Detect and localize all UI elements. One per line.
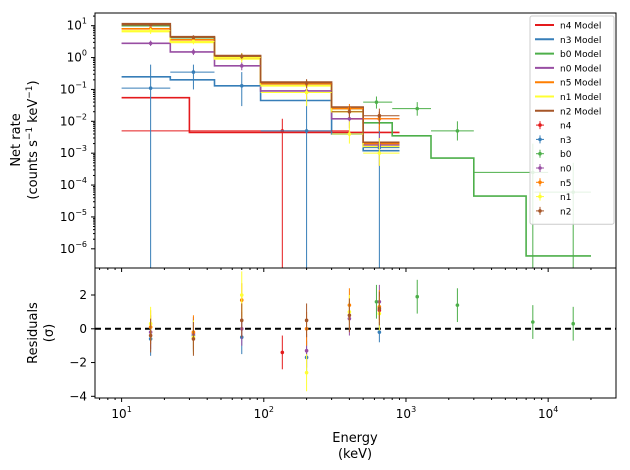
residual-y-tick-label: −2 [69, 356, 87, 370]
legend-entry-label: b0 Model [560, 50, 601, 60]
residual-points [95, 271, 616, 392]
data-point-n2 [304, 81, 309, 85]
data-point-n3 [304, 129, 309, 133]
residuals-panel: −4 −2 0 2 101 102 103 104 [69, 267, 617, 421]
data-point-n1 [191, 39, 196, 44]
x-axis-unit: (keV) [338, 447, 372, 462]
data-point-n2 [377, 113, 382, 118]
bottom-ylabel-unit: (σ) [42, 324, 57, 342]
legend-entry-label: n3 [560, 136, 571, 146]
legend-entry-label: n0 Model [560, 64, 601, 74]
y-axis-label-bottom: Residuals (σ) [26, 302, 57, 364]
x-axis-label: Energy [332, 431, 378, 446]
legend-entry-label: b0 [560, 150, 572, 160]
residual-point-b0 [415, 294, 420, 299]
data-point-n1 [347, 132, 352, 136]
legend-entry-label: n2 [560, 207, 571, 217]
model-line-n2 [121, 22, 400, 144]
legend-marker [538, 166, 542, 170]
data-point-n3 [191, 70, 196, 74]
residual-point-n2 [239, 318, 244, 323]
top-ylabel-unit: (counts s−1 keV−1) [25, 80, 41, 199]
bottom-ylabel-text: Residuals [26, 302, 41, 364]
data-point-n1 [377, 151, 382, 155]
legend-marker [538, 137, 542, 142]
residual-point-n4 [280, 350, 285, 355]
data-point-n1 [304, 90, 309, 95]
residual-point-n2 [347, 313, 352, 318]
residual-point-b0 [571, 321, 575, 326]
residual-point-b0 [374, 299, 379, 304]
x-tick-label: 104 [538, 405, 558, 421]
data-point-n3 [148, 86, 153, 90]
y-tick-label: 10−1 [60, 80, 87, 96]
bottom-axes-frame [94, 267, 617, 399]
legend-marker [538, 123, 542, 127]
residual-point-b0 [531, 320, 535, 324]
legend-entry-label: n5 [560, 179, 571, 189]
legend-entry-label: n5 Model [560, 79, 601, 89]
data-point-n3 [239, 84, 244, 88]
y-tick-label: 100 [67, 49, 87, 65]
data-point-n2 [239, 54, 244, 59]
y-axis-label-top: Net rate (counts s−1 keV−1) [9, 80, 41, 199]
data-point-n0 [191, 50, 196, 54]
data-points [121, 23, 591, 268]
top-ylabel-text: Net rate [9, 113, 24, 166]
legend-entry-label: n4 [560, 122, 572, 132]
bottom-axes: −4 −2 0 2 101 102 103 104 [69, 267, 617, 421]
x-tick-label: 101 [111, 405, 131, 421]
data-point-n0 [239, 64, 244, 68]
data-point-b0 [374, 100, 379, 104]
legend-entry-label: n1 Model [560, 93, 601, 103]
residual-y-tick-label: 2 [79, 288, 87, 302]
x-tick-label: 102 [254, 405, 274, 421]
residual-point-n3 [377, 330, 382, 334]
y-tick-label: 10−6 [60, 240, 87, 256]
residual-point-n2 [304, 318, 309, 323]
legend-marker [538, 151, 542, 156]
y-tick-label: 101 [67, 17, 87, 33]
model-line-n4 [121, 96, 400, 134]
residual-point-n2 [191, 337, 196, 341]
y-tick-label: 10−2 [60, 112, 87, 128]
legend-marker [538, 209, 542, 213]
legend: n4 Model n3 Model b0 Model n0 Model n5 Model… [529, 15, 615, 225]
data-point-b0 [455, 129, 460, 133]
residual-point-n1 [304, 370, 309, 375]
legend-entry-label: n4 Model [560, 22, 601, 32]
data-point-b0 [415, 106, 420, 111]
y-tick-label: 10−3 [60, 144, 87, 160]
residual-point-b0 [455, 303, 460, 307]
legend-marker [538, 180, 542, 185]
x-tick-label: 103 [396, 405, 416, 421]
residual-point-n1 [239, 293, 244, 297]
data-point-n0 [148, 41, 153, 46]
residual-y-tick-label: −4 [69, 389, 87, 403]
legend-entry-label: n0 [560, 165, 572, 175]
residual-point-n0 [304, 348, 309, 353]
residual-y-tick-label: 0 [79, 322, 87, 336]
legend-entry-label: n2 Model [560, 107, 601, 117]
y-tick-label: 10−5 [60, 208, 87, 224]
data-point-n2 [191, 35, 196, 40]
residual-point-n2 [148, 333, 153, 338]
legend-marker [538, 194, 542, 199]
y-tick-label: 10−4 [60, 176, 87, 192]
data-point-n1 [148, 28, 153, 33]
legend-entry-label: n1 [560, 193, 571, 203]
legend-entry-label: n3 Model [560, 36, 601, 46]
data-point-n2 [148, 23, 153, 27]
data-point-n2 [347, 109, 352, 114]
residual-point-n2 [377, 306, 382, 311]
data-point-n0 [347, 116, 352, 121]
legend-box [529, 15, 615, 225]
